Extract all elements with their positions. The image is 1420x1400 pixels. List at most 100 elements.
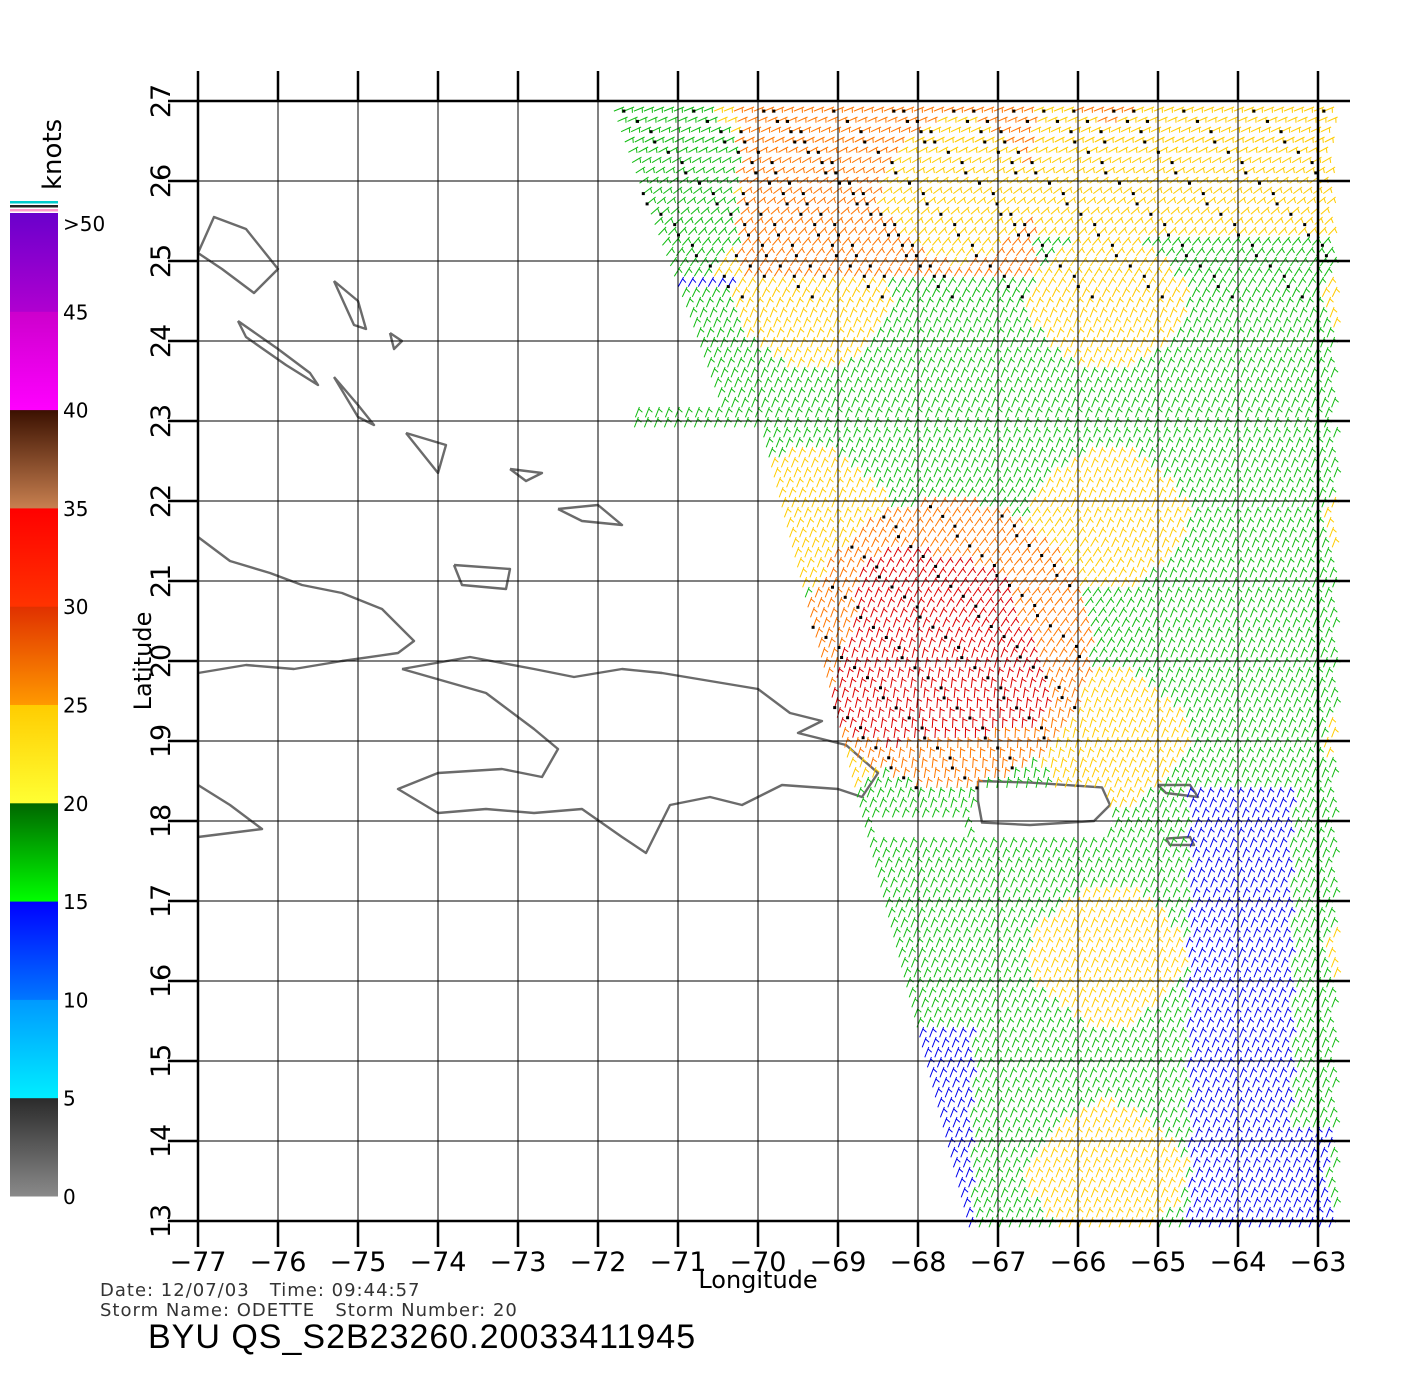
wind-vector	[1017, 486, 1026, 497]
wind-vector	[1147, 356, 1155, 368]
wind-vector	[900, 756, 908, 768]
wind-vector	[900, 366, 909, 378]
wind-vector	[1176, 516, 1185, 528]
wind-vector	[1277, 1096, 1286, 1108]
wind-vector	[1124, 376, 1132, 388]
wind-vector	[800, 456, 809, 468]
wind-vector	[1014, 376, 1022, 388]
wind-vector	[980, 456, 989, 468]
wind-vector	[1039, 676, 1047, 688]
wind-vector	[1037, 386, 1046, 398]
wind-vector	[1026, 976, 1034, 988]
wind-vector	[1148, 756, 1157, 768]
wind-vector	[873, 546, 882, 558]
wind-vector	[1302, 886, 1311, 898]
wind-vector	[930, 916, 939, 928]
wind-vector	[898, 746, 906, 758]
wind-vector	[1175, 706, 1184, 718]
wind-vector	[1287, 866, 1296, 878]
wind-vector	[913, 966, 922, 978]
wind-vector	[959, 306, 968, 318]
wind-vector	[829, 566, 838, 578]
wind-vector	[1280, 336, 1288, 348]
wind-vector	[963, 1196, 972, 1208]
wind-vector	[1027, 606, 1037, 617]
wind-vector	[1233, 466, 1242, 478]
wind-vector	[1190, 366, 1199, 378]
wind-vector	[1115, 1126, 1123, 1138]
wind-vector	[926, 696, 933, 709]
wind-vector	[1194, 856, 1203, 868]
wind-vector	[1064, 856, 1073, 868]
wind-vector	[1224, 1086, 1233, 1098]
wind-vector	[1145, 1166, 1154, 1178]
wind-vector	[1113, 426, 1121, 438]
wind-vector	[1021, 996, 1030, 1008]
wind-vector	[1135, 1126, 1143, 1138]
wind-vector	[965, 1206, 974, 1218]
wind-vector	[1233, 426, 1241, 438]
wind-vector	[959, 1106, 968, 1118]
wind-vector	[1167, 636, 1176, 648]
wind-vector	[707, 356, 715, 368]
wind-vector	[1045, 1166, 1054, 1178]
wind-vector	[1210, 1186, 1219, 1198]
wind-vector	[1060, 496, 1069, 508]
wind-vector	[703, 266, 713, 277]
wind-vector	[1239, 306, 1248, 318]
wind-vector	[1208, 1176, 1216, 1188]
wind-vector	[711, 286, 721, 298]
wind-vector	[1162, 1076, 1170, 1088]
wind-vector	[1295, 436, 1304, 448]
wind-vector	[1242, 846, 1251, 858]
wind-vector	[1331, 1036, 1340, 1048]
wind-vector	[807, 596, 816, 608]
wind-vector	[1324, 376, 1332, 388]
wind-vector	[1105, 296, 1114, 308]
wind-vector	[1188, 486, 1197, 498]
wind-vector	[1195, 896, 1204, 908]
wind-vector	[1096, 746, 1105, 758]
wind-vector	[1250, 1146, 1259, 1158]
rain-flag	[890, 585, 894, 589]
wind-vector	[943, 346, 952, 358]
wind-vector	[862, 686, 870, 698]
wind-vector	[1257, 386, 1266, 398]
wind-vector	[773, 346, 782, 358]
wind-vector	[1190, 336, 1198, 348]
colorbar-tick-label: >50	[63, 212, 105, 236]
wind-vector	[1000, 916, 1009, 928]
wind-vector	[1020, 616, 1030, 627]
wind-vector	[1121, 766, 1130, 778]
wind-vector	[983, 1196, 992, 1208]
wind-vector	[1256, 746, 1265, 758]
wind-vector	[969, 836, 978, 848]
wind-vector	[1276, 556, 1285, 568]
wind-vector	[1037, 276, 1047, 287]
wind-vector	[1158, 446, 1167, 458]
rain-flag	[929, 505, 932, 509]
wind-vector	[1014, 726, 1021, 739]
wind-vector	[1294, 1046, 1303, 1058]
wind-vector	[1231, 806, 1240, 818]
wind-vector	[1202, 576, 1210, 588]
rain-flag	[1048, 624, 1052, 628]
wind-vector	[1011, 1036, 1020, 1048]
wind-vector	[853, 466, 862, 478]
wind-vector	[800, 336, 808, 348]
wind-vector	[1082, 886, 1091, 898]
wind-vector	[898, 446, 907, 458]
wind-vector	[1080, 876, 1088, 888]
wind-vector	[1009, 1106, 1018, 1118]
wind-vector	[1072, 1116, 1081, 1128]
wind-vector	[1131, 396, 1139, 408]
wind-vector	[1104, 1046, 1113, 1058]
rain-flag	[1015, 706, 1019, 710]
wind-vector	[1055, 736, 1063, 748]
wind-vector	[974, 626, 983, 638]
rain-flag	[980, 554, 984, 558]
wind-vector	[787, 386, 796, 398]
wind-vector	[950, 366, 959, 378]
wind-vector	[838, 446, 847, 458]
wind-vector	[990, 1146, 999, 1158]
